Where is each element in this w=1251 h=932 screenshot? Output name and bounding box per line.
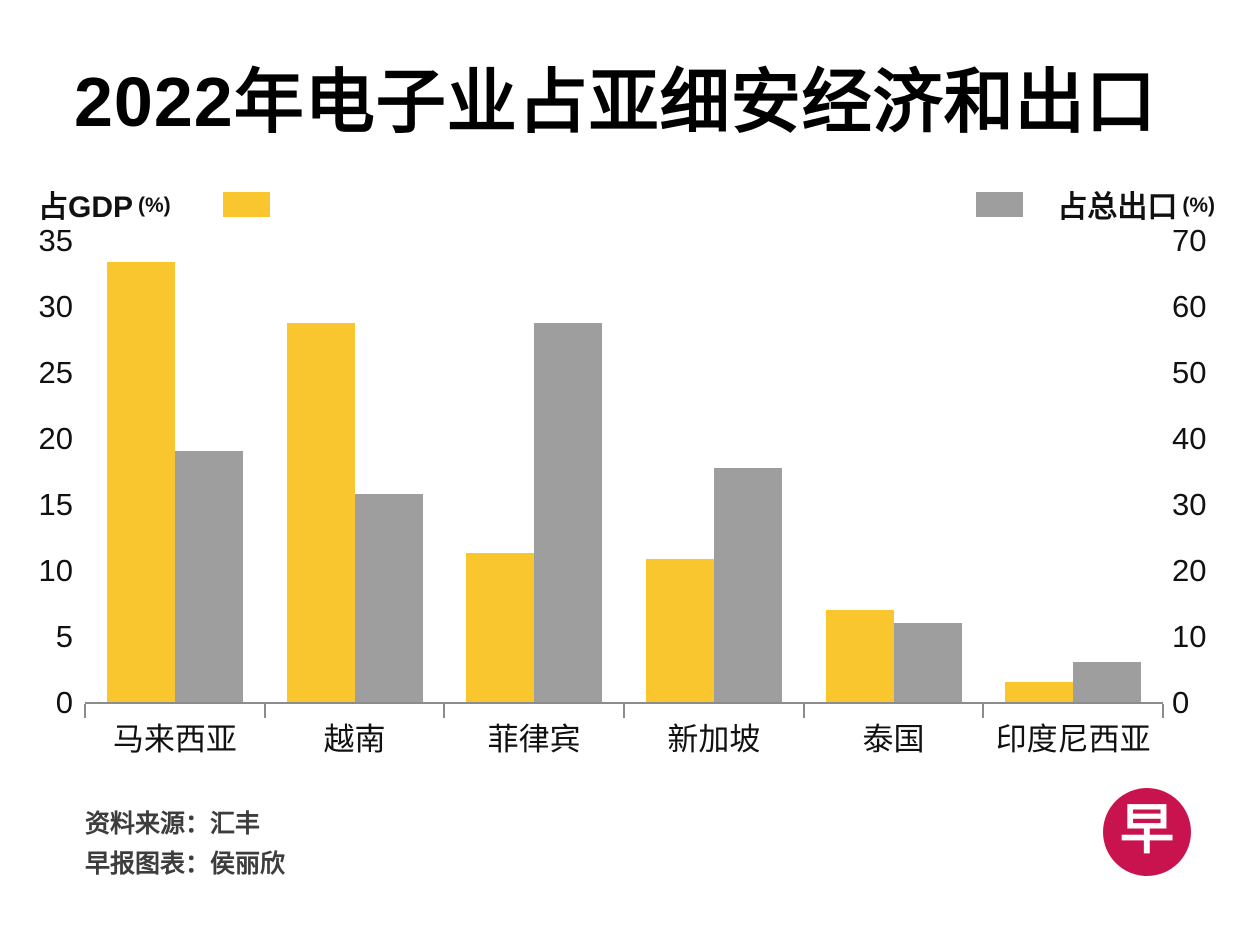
legend-item-export: 占总出口 (%)	[976, 182, 1215, 226]
bars-container	[85, 240, 1163, 702]
axis-tick-label: 30	[38, 288, 73, 324]
x-axis-tick	[1162, 704, 1164, 718]
legend: 占GDP (%) 占总出口 (%)	[0, 182, 1251, 224]
export-bar-2	[354, 494, 423, 702]
axis-tick-label: 25	[38, 354, 73, 390]
bar-group-2	[265, 240, 445, 702]
x-axis-tick	[443, 704, 446, 718]
bar-group-3	[444, 240, 624, 702]
chart-title: 2022年电子业占亚细安经济和出口	[74, 63, 1157, 141]
x-axis-tick	[802, 704, 805, 718]
plot-area	[84, 240, 1164, 718]
export-bar-1	[174, 451, 243, 702]
axis-tick-label: 15	[38, 486, 73, 522]
axis-tick-label: 10	[1172, 618, 1207, 654]
axis-tick-label: 50	[1172, 354, 1207, 390]
legend-export-label: 占总出口	[1057, 191, 1178, 224]
gdp-bar-4	[645, 559, 714, 702]
x-axis-tick	[623, 704, 625, 718]
right-y-axis: 70 60 50 40 30 20 10 0	[1172, 225, 1244, 718]
axis-tick-label: 70	[1172, 222, 1207, 258]
x-axis-tick	[263, 704, 266, 718]
category-label-6: 印度尼西亚	[995, 722, 1151, 757]
category-label-4: 新加坡	[667, 722, 761, 757]
legend-export-unit: (%)	[1182, 194, 1215, 217]
bar-group-6	[983, 240, 1163, 702]
bar-group-1	[85, 240, 265, 702]
legend-gdp-swatch	[222, 191, 270, 217]
axis-tick-label: 20	[38, 420, 73, 456]
axis-tick-label: 35	[38, 222, 73, 258]
credit-text: 早报图表：侯丽欣	[85, 850, 286, 878]
export-bar-6	[1073, 662, 1142, 702]
zaobao-logo-character: 早	[1120, 800, 1174, 860]
export-bar-4	[713, 467, 782, 702]
export-bar-5	[893, 622, 962, 702]
axis-tick-label: 20	[1172, 552, 1207, 588]
axis-tick-label: 0	[1172, 684, 1190, 720]
export-bar-3	[534, 322, 603, 702]
gdp-bar-5	[825, 609, 894, 702]
gdp-bar-6	[1005, 682, 1074, 702]
legend-item-gdp: 占GDP (%)	[38, 182, 270, 226]
axis-tick-label: 30	[1172, 486, 1207, 522]
source-text: 资料来源：汇丰	[85, 810, 261, 838]
x-axis-labels: 马来西亚 越南 菲律宾 新加坡 泰国 印度尼西亚	[85, 714, 1163, 759]
axis-tick-label: 10	[38, 552, 73, 588]
category-label-2: 越南	[323, 722, 386, 757]
legend-export-swatch	[976, 191, 1024, 217]
category-label-1: 马来西亚	[112, 722, 237, 757]
axis-tick-label: 5	[55, 618, 73, 654]
footer: 资料来源：汇丰 早报图表：侯丽欣	[85, 804, 285, 884]
bar-group-5	[804, 240, 984, 702]
left-y-axis: 35 30 25 20 15 10 5 0	[0, 225, 73, 718]
zaobao-logo: 早	[1103, 788, 1191, 876]
gdp-bar-3	[466, 552, 535, 702]
gdp-bar-1	[106, 262, 175, 702]
category-label-5: 泰国	[862, 722, 925, 757]
axis-tick-label: 0	[55, 684, 73, 720]
bar-group-4	[624, 240, 804, 702]
legend-gdp-unit: (%)	[138, 194, 171, 217]
x-axis-tick	[84, 704, 86, 718]
category-label-3: 菲律宾	[487, 722, 581, 757]
gdp-bar-2	[286, 323, 355, 702]
axis-tick-label: 40	[1172, 420, 1207, 456]
axis-tick-label: 60	[1172, 288, 1207, 324]
legend-gdp-label: 占GDP	[38, 191, 134, 224]
x-axis-tick	[982, 704, 985, 718]
